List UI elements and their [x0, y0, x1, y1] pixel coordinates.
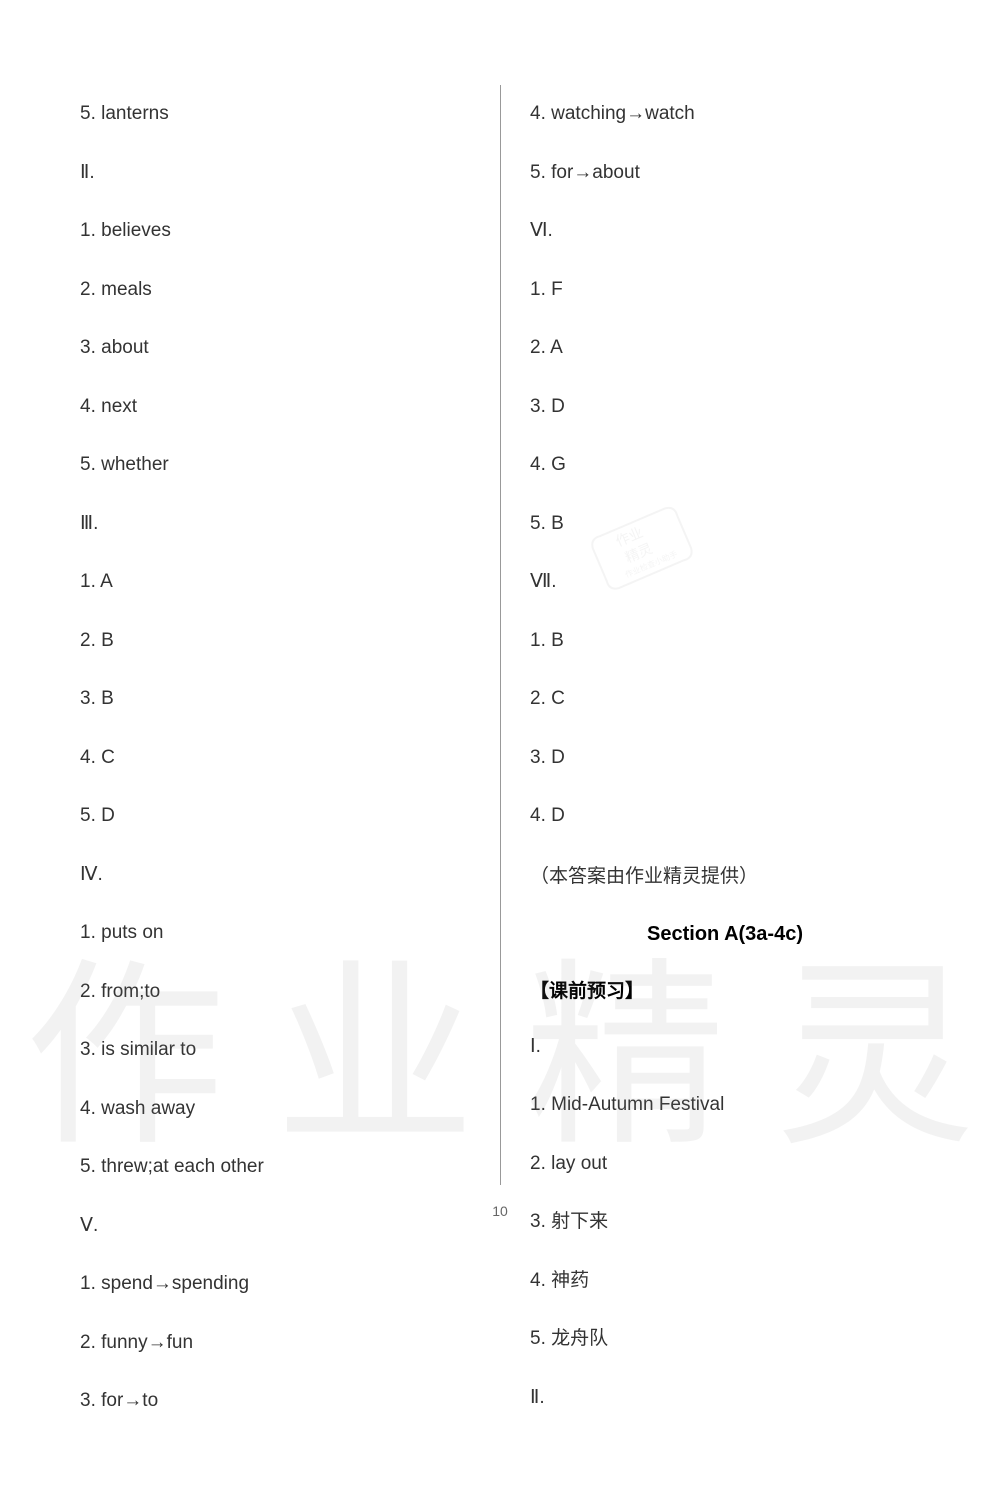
answer-item: 2. C: [530, 685, 920, 714]
answer-item: 1. believes: [80, 217, 470, 246]
section-header: Ⅲ.: [80, 510, 470, 539]
answer-item: 5. threw;at each other: [80, 1153, 470, 1182]
answer-item: 2. B: [80, 627, 470, 656]
answer-item: 5. 龙舟队: [530, 1325, 920, 1354]
answer-item: 5. D: [80, 802, 470, 831]
answer-item: 4. C: [80, 744, 470, 773]
answer-item: 1. puts on: [80, 919, 470, 948]
page-number: 10: [492, 1203, 508, 1219]
section-header: Ⅵ.: [530, 217, 920, 246]
answer-item: 5. for→about: [530, 159, 920, 188]
answer-item: 2. funny→fun: [80, 1329, 470, 1358]
section-header: Ⅴ.: [80, 1212, 470, 1241]
right-column: 4. watching→watch 5. for→about Ⅵ. 1. F 2…: [500, 100, 920, 1446]
source-note: （本答案由作业精灵提供）: [530, 861, 920, 888]
answer-item: 3. D: [530, 393, 920, 422]
answer-item: 3. B: [80, 685, 470, 714]
answer-item: 4. wash away: [80, 1095, 470, 1124]
preview-header: 【课前预习】: [530, 976, 920, 1003]
left-column: 5. lanterns Ⅱ. 1. believes 2. meals 3. a…: [80, 100, 500, 1446]
answer-item: 1. A: [80, 568, 470, 597]
answer-item: 3. D: [530, 744, 920, 773]
answer-item: 4. D: [530, 802, 920, 831]
answer-item: 4. 神药: [530, 1267, 920, 1296]
section-header: Ⅱ.: [80, 159, 470, 188]
answer-item: 2. lay out: [530, 1150, 920, 1179]
answer-item: 5. whether: [80, 451, 470, 480]
section-header: Ⅱ.: [530, 1384, 920, 1413]
answer-item: 4. G: [530, 451, 920, 480]
answer-item: 5. lanterns: [80, 100, 470, 129]
section-header: Ⅳ.: [80, 861, 470, 890]
answer-item: 3. about: [80, 334, 470, 363]
answer-item: 1. B: [530, 627, 920, 656]
answer-item: 1. spend→spending: [80, 1270, 470, 1299]
answer-item: 1. Mid-Autumn Festival: [530, 1091, 920, 1120]
answer-item: 2. A: [530, 334, 920, 363]
answer-item: 4. watching→watch: [530, 100, 920, 129]
answer-item: 1. F: [530, 276, 920, 305]
answer-item: 3. for→to: [80, 1387, 470, 1416]
answer-item: 3. is similar to: [80, 1036, 470, 1065]
content-container: 5. lanterns Ⅱ. 1. believes 2. meals 3. a…: [0, 0, 1000, 1486]
column-divider: [500, 85, 501, 1185]
section-header: Ⅶ.: [530, 568, 920, 597]
answer-item: 2. from;to: [80, 978, 470, 1007]
section-header: Ⅰ.: [530, 1033, 920, 1062]
section-title: Section A(3a-4c): [530, 923, 920, 946]
answer-item: 2. meals: [80, 276, 470, 305]
answer-item: 4. next: [80, 393, 470, 422]
answer-item: 3. 射下来: [530, 1208, 920, 1237]
